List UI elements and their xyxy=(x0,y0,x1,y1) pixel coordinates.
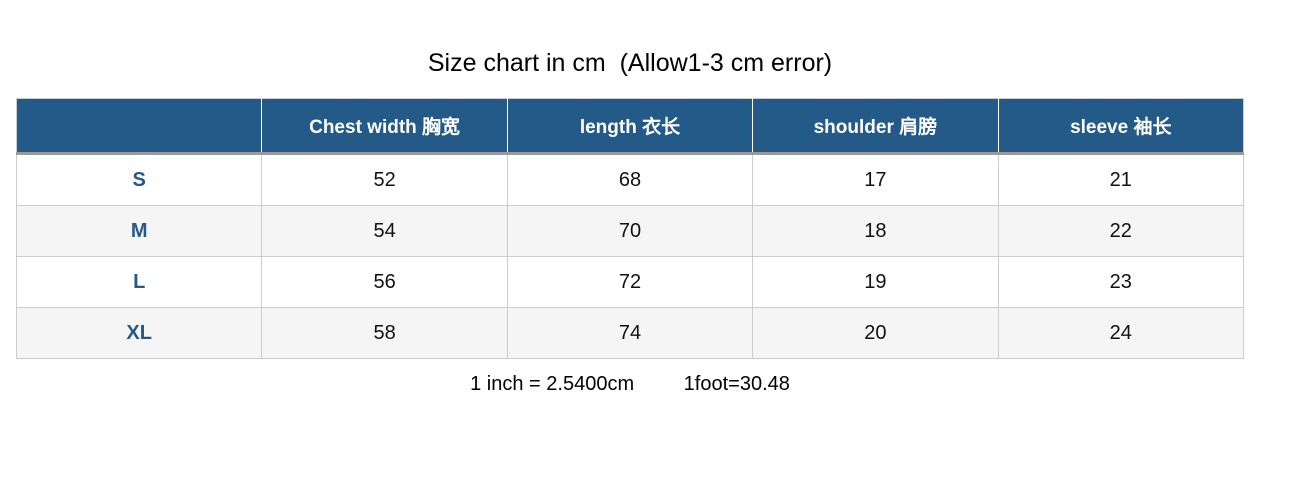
cell-chest-width: 58 xyxy=(261,307,508,359)
table-row-s: S 52 68 17 21 xyxy=(15,153,1245,206)
cell-sleeve: 23 xyxy=(997,256,1245,308)
cell-length: 74 xyxy=(506,307,754,359)
cell-chest-width: 56 xyxy=(261,256,508,308)
header-cell-length: length 衣长 xyxy=(506,98,753,155)
cell-shoulder: 19 xyxy=(752,256,999,308)
size-label: XL xyxy=(15,307,263,359)
table-header: Chest width 胸宽 length 衣长 shoulder 肩膀 sle… xyxy=(15,98,1244,155)
cell-length: 70 xyxy=(506,205,754,257)
cell-shoulder: 20 xyxy=(752,307,999,359)
header-cell-chest-width: Chest width 胸宽 xyxy=(261,98,508,155)
size-label: M xyxy=(15,205,263,257)
cell-chest-width: 52 xyxy=(261,153,508,206)
cell-sleeve: 24 xyxy=(997,307,1245,359)
conversion-note: 1 inch = 2.5400cm 1foot=30.48 xyxy=(16,372,1244,396)
header-cell-sleeve: sleeve 袖长 xyxy=(997,98,1244,155)
table-row-l: L 56 72 19 23 xyxy=(15,256,1245,308)
cell-sleeve: 22 xyxy=(997,205,1245,257)
table-body: S 52 68 17 21 M 54 70 18 22 L 56 72 19 2… xyxy=(15,153,1245,359)
cell-sleeve: 21 xyxy=(997,153,1245,206)
cell-chest-width: 54 xyxy=(261,205,508,257)
size-chart-table: Chest width 胸宽 length 衣长 shoulder 肩膀 sle… xyxy=(15,98,1245,359)
cell-length: 68 xyxy=(506,153,754,206)
page-title: Size chart in cm (Allow1-3 cm error) xyxy=(427,49,833,77)
inch-conversion-text: 1 inch = 2.5400cm xyxy=(470,373,635,395)
header-row: Chest width 胸宽 length 衣长 shoulder 肩膀 sle… xyxy=(15,98,1244,155)
cell-length: 72 xyxy=(506,256,754,308)
header-cell-shoulder: shoulder 肩膀 xyxy=(752,98,999,155)
cell-shoulder: 17 xyxy=(752,153,999,206)
header-cell-size xyxy=(15,98,262,155)
foot-conversion-text: 1foot=30.48 xyxy=(683,373,790,395)
size-label: S xyxy=(15,153,263,206)
table-row-m: M 54 70 18 22 xyxy=(15,205,1245,257)
cell-shoulder: 18 xyxy=(752,205,999,257)
table-row-xl: XL 58 74 20 24 xyxy=(15,307,1245,359)
size-label: L xyxy=(15,256,263,308)
